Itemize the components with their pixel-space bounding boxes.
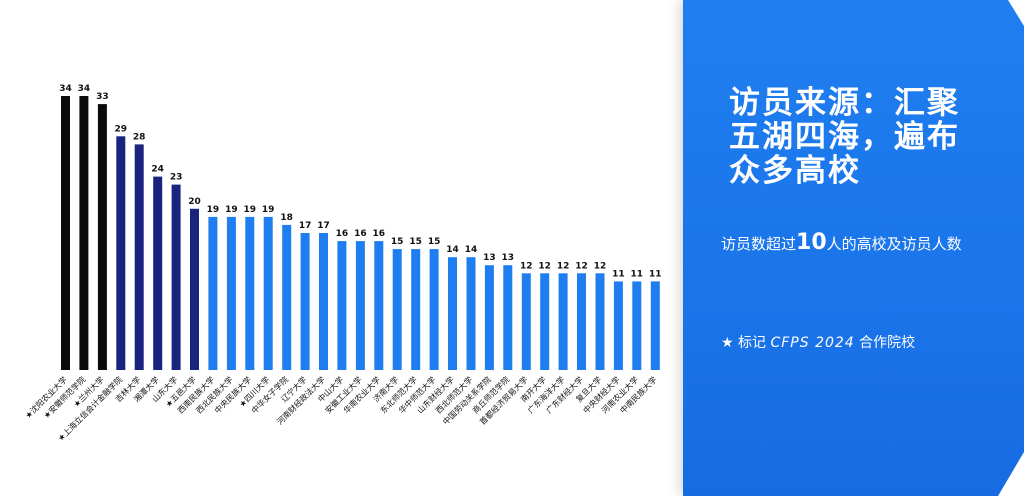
- partner-note: ★ 标记 CFPS 2024 合作院校: [721, 333, 1001, 353]
- bar-1: [61, 96, 70, 370]
- note-suffix: 合作院校: [859, 335, 916, 351]
- value-label-30: 12: [594, 261, 607, 271]
- value-label-14: 17: [299, 221, 312, 231]
- bar-21: [429, 249, 439, 370]
- bar-5: [134, 144, 144, 370]
- bar-3: [97, 104, 107, 370]
- subtitle-number: 10: [796, 230, 827, 255]
- note-brand: CFPS 2024: [770, 335, 855, 351]
- value-label-8: 20: [188, 197, 201, 207]
- bar-6: [153, 176, 163, 370]
- value-label-2: 34: [78, 84, 91, 94]
- value-label-25: 13: [502, 253, 515, 263]
- bar-11: [245, 216, 255, 370]
- bar-32: [632, 281, 642, 370]
- value-label-16: 16: [336, 229, 349, 239]
- info-panel: 访员来源：汇聚五湖四海，遍布众多高校 访员数超过10人的高校及访员人数 ★ 标记…: [683, 0, 1024, 496]
- value-label-1: 34: [59, 84, 72, 94]
- value-label-12: 19: [262, 205, 275, 215]
- bar-23: [466, 257, 476, 370]
- value-label-15: 17: [317, 221, 330, 231]
- bar-27: [540, 273, 550, 370]
- bar-13: [282, 224, 292, 370]
- bar-33: [650, 281, 660, 370]
- value-labels-layer: 34 34 33 29 28 24 23 20 19 19 19 19 18 17 17 16 16 16 15 15…: [59, 84, 661, 279]
- bar-24: [484, 265, 494, 370]
- value-label-18: 16: [373, 229, 386, 239]
- value-label-21: 15: [428, 237, 441, 247]
- bar-18: [374, 241, 384, 370]
- value-label-22: 14: [446, 245, 459, 255]
- value-label-23: 14: [465, 245, 478, 255]
- value-label-20: 15: [409, 237, 422, 247]
- bar-12: [263, 216, 273, 370]
- bar-4: [116, 136, 126, 370]
- value-label-9: 19: [207, 205, 220, 215]
- bar-25: [503, 265, 513, 370]
- bar-26: [521, 273, 531, 370]
- bar-16: [337, 241, 347, 370]
- value-label-27: 12: [538, 261, 551, 271]
- subtitle-prefix: 访员数超过: [721, 235, 797, 253]
- bar-7: [171, 184, 181, 370]
- bar-22: [448, 257, 457, 370]
- value-label-11: 19: [244, 205, 257, 215]
- value-label-31: 11: [612, 269, 625, 279]
- value-label-32: 11: [631, 269, 644, 279]
- value-label-13: 18: [280, 213, 293, 223]
- value-label-10: 19: [225, 205, 238, 215]
- bar-15: [319, 233, 328, 370]
- bar-9: [208, 216, 218, 370]
- bar-31: [613, 281, 623, 370]
- bar-chart-svg: 34 34 33 29 28 24 23 20 19 19 19 19 18 17 17 16 16 16 15 15…: [23, 84, 662, 443]
- bar-19: [392, 249, 402, 370]
- value-label-5: 28: [133, 132, 146, 142]
- category-labels-layer: ★沈阳农业大学★安徽师范学院★兰州大学★上海立信会计金融学院吉林大学湘潭大学山东…: [23, 374, 659, 443]
- panel-corner-fold-top: [1008, 0, 1024, 26]
- bar-chart: 34 34 33 29 28 24 23 20 19 19 19 19 18 17 17 16 16 16 15 15…: [23, 84, 662, 443]
- value-label-33: 11: [649, 269, 662, 279]
- panel-subtitle: 访员数超过10人的高校及访员人数: [721, 226, 981, 261]
- bar-10: [226, 216, 236, 370]
- value-label-17: 16: [354, 229, 367, 239]
- bar-20: [411, 249, 421, 370]
- panel-corner-fold-bottom: [998, 452, 1024, 496]
- note-label: 标记: [738, 335, 767, 351]
- value-label-19: 15: [391, 237, 404, 247]
- value-label-7: 23: [170, 173, 183, 183]
- bar-28: [558, 273, 568, 370]
- panel-title: 访员来源：汇聚五湖四海，遍布众多高校: [729, 85, 960, 189]
- subtitle-suffix: 人的高校及访员人数: [826, 235, 962, 253]
- bars-layer: [61, 96, 660, 370]
- value-label-4: 29: [115, 124, 128, 134]
- value-label-29: 12: [575, 261, 588, 271]
- star-icon: ★: [721, 335, 734, 351]
- value-label-24: 13: [483, 253, 496, 263]
- value-label-6: 24: [151, 165, 164, 175]
- bar-30: [595, 273, 605, 370]
- bar-14: [300, 233, 310, 370]
- bar-29: [577, 273, 586, 370]
- value-label-26: 12: [520, 261, 533, 271]
- bar-8: [190, 208, 199, 370]
- bar-2: [79, 96, 89, 370]
- value-label-28: 12: [557, 261, 570, 271]
- value-label-3: 33: [96, 92, 109, 102]
- bar-17: [355, 241, 365, 370]
